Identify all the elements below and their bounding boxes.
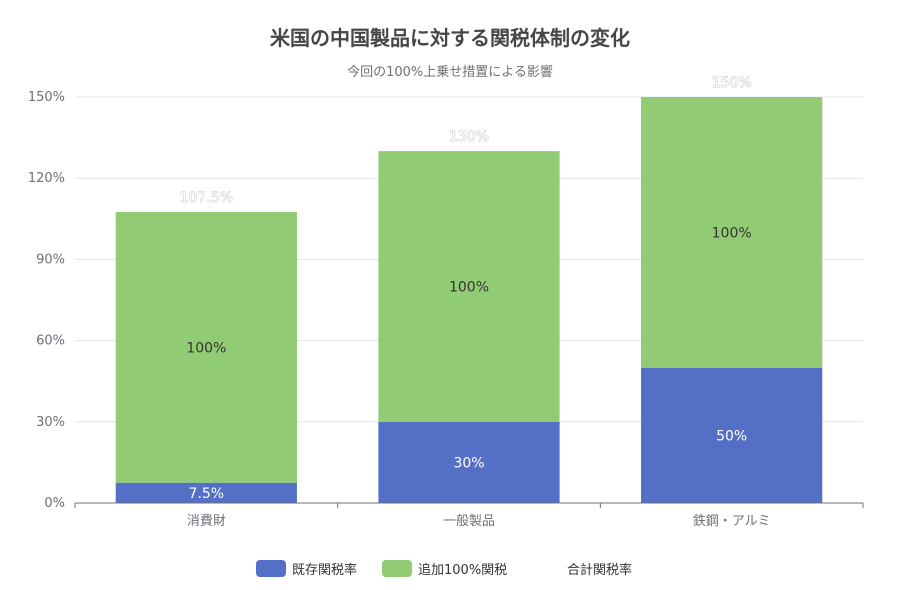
y-tick-label: 60% bbox=[36, 334, 65, 349]
legend-item[interactable]: 既存関税率 bbox=[292, 562, 357, 578]
bar-additional bbox=[115, 212, 297, 483]
y-tick-label: 90% bbox=[36, 252, 65, 267]
bar-existing bbox=[641, 367, 823, 503]
bar-label: 100% bbox=[186, 340, 226, 356]
bar-label: 100% bbox=[449, 279, 489, 295]
y-tick-label: 150% bbox=[28, 90, 65, 105]
y-tick-label: 0% bbox=[44, 496, 65, 511]
bar-label: 50% bbox=[716, 428, 747, 444]
legend-swatch bbox=[256, 560, 286, 577]
chart-title: 米国の中国製品に対する関税体制の変化 bbox=[270, 26, 630, 50]
x-tick-label: 一般製品 bbox=[443, 513, 495, 529]
x-tick-label: 鉄鋼・アルミ bbox=[693, 514, 771, 529]
total-label: 130% bbox=[449, 129, 489, 145]
y-tick-label: 120% bbox=[28, 171, 65, 186]
legend-item[interactable]: 合計関税率 bbox=[567, 562, 632, 578]
legend-item[interactable]: 追加100%関税 bbox=[418, 562, 507, 578]
bar-existing bbox=[115, 482, 297, 503]
total-label: 107.5% bbox=[180, 190, 233, 206]
total-label: 150% bbox=[712, 75, 752, 91]
bar-additional bbox=[378, 151, 560, 422]
bar-existing bbox=[378, 421, 560, 503]
bar-label: 30% bbox=[453, 455, 484, 471]
x-tick-label: 消費財 bbox=[187, 514, 226, 529]
bar-additional bbox=[641, 97, 823, 368]
bar-label: 100% bbox=[712, 225, 752, 241]
y-tick-label: 30% bbox=[36, 415, 65, 430]
bar-label: 7.5% bbox=[189, 486, 225, 502]
chart-subtitle: 今回の100%上乗せ措置による影響 bbox=[347, 64, 553, 80]
legend-swatch bbox=[382, 560, 412, 577]
